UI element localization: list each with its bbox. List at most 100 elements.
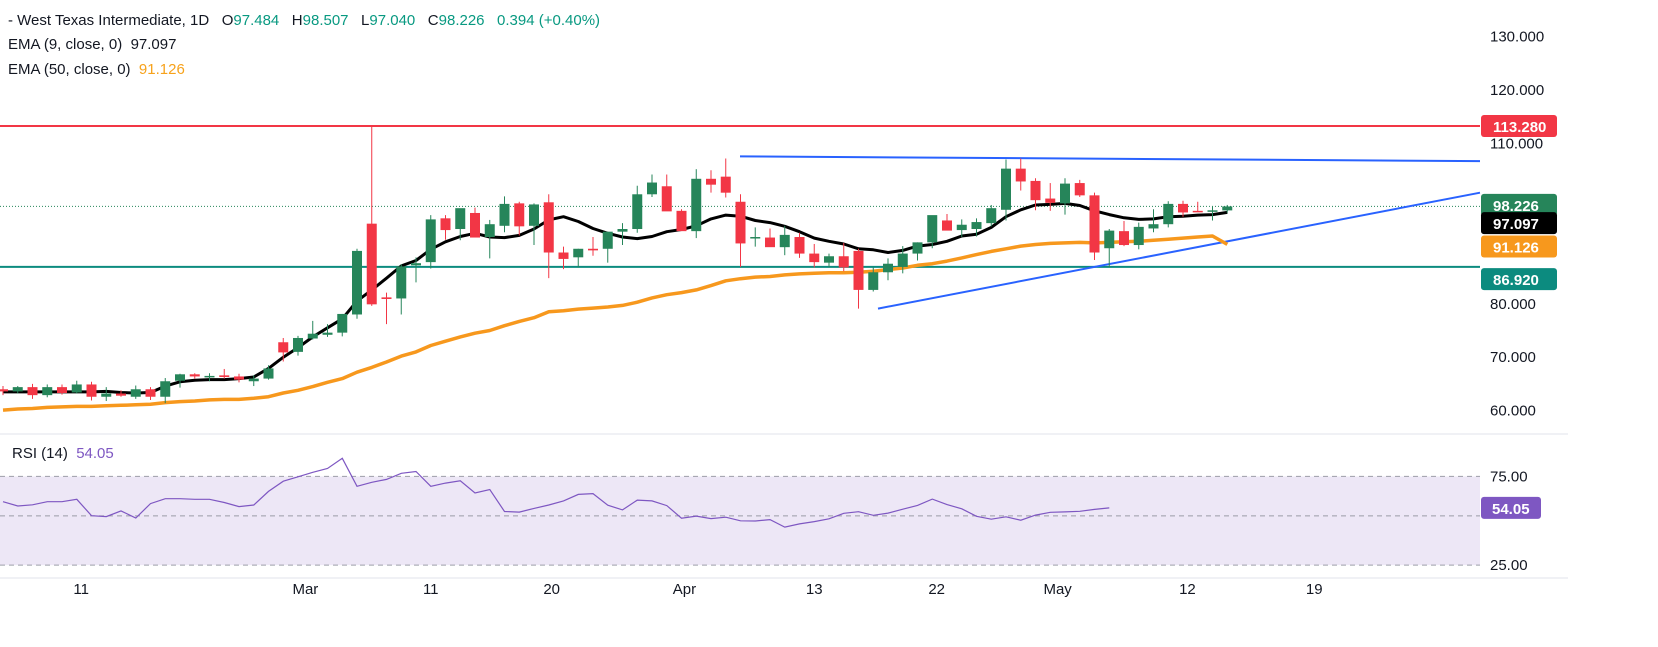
low-value: 97.040 xyxy=(369,12,416,29)
candle xyxy=(912,242,923,261)
candle xyxy=(927,215,938,249)
candle xyxy=(514,201,525,236)
time-tick-label: 20 xyxy=(543,581,560,598)
candle xyxy=(883,258,893,281)
ema9-legend: EMA (9, close, 0) 97.097 xyxy=(8,36,176,53)
candle-body xyxy=(647,182,657,195)
candle-body xyxy=(219,375,230,377)
candle xyxy=(558,246,569,270)
candle xyxy=(322,324,333,337)
candle xyxy=(676,209,687,232)
candle xyxy=(204,373,215,382)
candle xyxy=(1178,200,1188,217)
candle-body xyxy=(411,263,421,266)
candle-body xyxy=(1119,231,1129,246)
rsi-line xyxy=(2,457,1110,528)
candle xyxy=(779,225,790,256)
close-value: 98.226 xyxy=(438,12,485,29)
support-price-tag: 86.920 xyxy=(1493,272,1539,289)
high-value: 98.507 xyxy=(302,12,349,29)
candle-body xyxy=(1001,168,1011,210)
ema9-label: EMA (9, close, 0) xyxy=(8,36,123,53)
candle-body xyxy=(12,387,23,392)
candle xyxy=(1060,178,1070,215)
candle xyxy=(411,257,421,283)
candle-body xyxy=(632,194,643,230)
chart-stage[interactable]: 60.000 70.000 80.000 110.000 120.000 130.000 2… xyxy=(0,0,1568,603)
ema9-line xyxy=(3,201,1228,395)
price-tick-label: 110.000 xyxy=(1490,136,1543,153)
candle xyxy=(647,174,657,197)
candle xyxy=(617,223,628,246)
candle xyxy=(396,264,407,315)
candle-body xyxy=(720,176,731,193)
rsi-tick-label: 25.00 xyxy=(1490,557,1528,574)
time-tick-label: 13 xyxy=(806,581,823,598)
candle-body xyxy=(868,272,879,290)
candle xyxy=(632,185,643,233)
candle-body xyxy=(440,218,451,231)
candle xyxy=(691,169,702,239)
candle xyxy=(1119,220,1129,247)
candle-body xyxy=(1133,226,1144,246)
lower-trendline xyxy=(877,191,1481,310)
candle xyxy=(366,126,377,306)
candle xyxy=(381,292,392,325)
candle-body xyxy=(130,389,141,397)
candle xyxy=(425,215,436,269)
candle-body xyxy=(897,253,908,267)
candle-body xyxy=(912,242,923,254)
support-price-tag-bg xyxy=(1481,268,1557,291)
candle xyxy=(897,246,908,274)
candle xyxy=(986,204,997,227)
symbol-legend: - West Texas Intermediate, 1D O97.484 H9… xyxy=(8,12,600,29)
candle xyxy=(1192,201,1203,213)
candle xyxy=(234,373,244,383)
candle-body xyxy=(381,297,392,299)
ema50-line xyxy=(2,234,1229,412)
rsi-legend: RSI (14) 54.05 xyxy=(12,445,114,462)
candle-body xyxy=(1015,168,1026,182)
candle xyxy=(440,215,451,240)
candle-body xyxy=(853,250,864,290)
candle-body xyxy=(101,393,112,397)
candle-body xyxy=(1178,203,1188,213)
candle xyxy=(337,313,348,337)
candle xyxy=(175,373,185,388)
candle-body xyxy=(42,387,53,396)
time-tick-label: 11 xyxy=(73,581,89,598)
candle xyxy=(57,384,67,395)
price-chart[interactable]: 60.000 70.000 80.000 110.000 120.000 130.000 2… xyxy=(0,0,1568,603)
candle-body xyxy=(602,231,613,249)
candle-body xyxy=(824,256,834,263)
candle-body xyxy=(278,342,289,353)
ema50-price-tag: 91.126 xyxy=(1493,239,1539,256)
candle-body xyxy=(1045,198,1056,203)
close-label: C xyxy=(427,12,439,29)
candle xyxy=(1104,229,1115,268)
candle xyxy=(1045,183,1056,211)
high-label: H xyxy=(291,12,303,29)
candle-body xyxy=(396,266,407,299)
candle xyxy=(573,248,584,268)
time-tick-label: 11 xyxy=(423,581,439,598)
candle xyxy=(0,386,8,396)
rsi-price-tag-bg xyxy=(1481,496,1541,519)
candle-body xyxy=(838,256,849,268)
ema50-price-tag-bg xyxy=(1481,235,1557,258)
candle-body xyxy=(337,313,348,333)
candle xyxy=(1222,204,1233,213)
candle-body xyxy=(1148,224,1159,229)
candle xyxy=(956,219,967,238)
candle xyxy=(824,253,834,268)
candle-body xyxy=(455,208,466,230)
candle xyxy=(765,228,775,248)
ema50-label: EMA (50, close, 0) xyxy=(8,61,131,78)
candle-body xyxy=(1222,206,1233,211)
candle-body xyxy=(322,332,333,335)
candle-body xyxy=(352,250,362,315)
candle xyxy=(1148,209,1159,233)
candle xyxy=(278,337,289,362)
price-tick-label: 70.000 xyxy=(1490,349,1536,366)
candle xyxy=(794,232,805,258)
